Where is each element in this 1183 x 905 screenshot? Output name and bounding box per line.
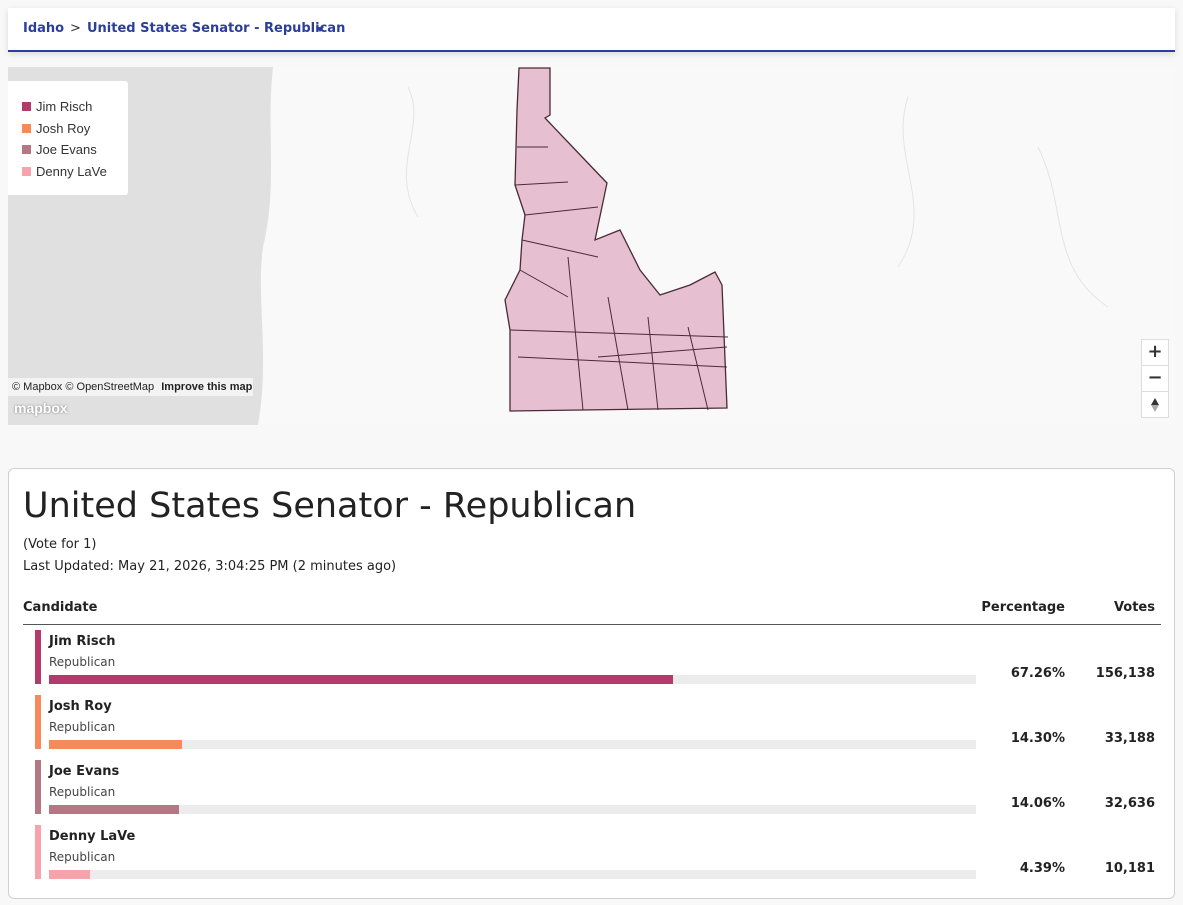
legend: Jim Risch Josh Roy Joe Evans Denny LaVe [8,81,128,195]
percentage-bar [49,870,90,879]
improve-link[interactable]: Improve this map [161,381,253,393]
percentage-bar [49,675,673,684]
mapbox-logo[interactable]: mapbox [14,400,68,416]
percentage: 4.39% [1019,861,1065,876]
last-updated: Last Updated: May 21, 2026, 3:04:25 PM (… [23,559,397,574]
attribution: © Mapbox © OpenStreetMap Improve this ma… [8,378,253,396]
candidate-stripe [35,825,41,879]
candidate-party: Republican [49,720,116,734]
candidate-name: Josh Roy [49,699,112,714]
bar-track [49,870,976,879]
votes: 10,181 [1104,861,1155,876]
candidate-stripe [35,760,41,814]
breadcrumb-bar: Idaho > United States Senator - Republic… [8,8,1175,52]
candidate-party: Republican [49,850,116,864]
legend-item: Josh Roy [22,121,90,136]
legend-swatch [22,166,31,176]
votes: 156,138 [1095,666,1155,681]
candidate-stripe [35,630,41,684]
votes: 33,188 [1104,731,1155,746]
bar-track [49,675,976,684]
results-title: United States Senator - Republican [23,486,637,526]
legend-label: Denny LaVe [36,163,107,179]
legend-label: Josh Roy [36,120,91,136]
county-lines [509,146,729,411]
map-canvas [8,67,1109,425]
bar-track [49,740,976,749]
percentage: 67.26% [1010,666,1065,681]
attribution-text: © Mapbox © OpenStreetMap [12,381,155,393]
candidate-name: Denny LaVe [49,829,136,844]
vote-for: (Vote for 1) [23,537,97,552]
candidate-name: Joe Evans [49,764,120,779]
percentage-bar [49,740,182,749]
column-header: Candidate [23,600,98,615]
zoom-in[interactable]: + [1141,339,1169,366]
zoom-out[interactable]: − [1141,365,1169,392]
compass-icon [1151,398,1159,412]
state-link[interactable]: Idaho [23,21,65,36]
legend-item: Joe Evans [22,142,97,157]
map[interactable]: © Mapbox © OpenStreetMap Improve this ma… [8,67,1175,425]
legend-swatch [22,102,31,111]
dropdown-caret [316,27,324,32]
percentage-bar [49,805,180,814]
river [405,86,1109,308]
contest-dropdown[interactable]: United States Senator - Republican [87,21,346,36]
legend-label: Jim Risch [36,99,93,114]
candidate-party: Republican [49,655,116,669]
percentage: 14.06% [1010,796,1065,811]
bar-track [49,805,976,814]
separator: > [70,21,81,36]
compass[interactable] [1141,391,1169,418]
column-header: Votes [1113,600,1155,615]
legend-item: Jim Risch [22,99,92,114]
candidate-stripe [35,695,41,749]
legend-label: Joe Evans [36,142,97,157]
legend-swatch [22,123,31,133]
percentage: 14.30% [1010,731,1065,746]
candidate-party: Republican [49,785,116,799]
idaho [504,67,728,412]
candidate-name: Jim Risch [49,634,116,649]
legend-item: Denny LaVe [22,164,107,179]
legend-swatch [22,145,31,154]
header-rule [23,624,1161,625]
votes: 32,636 [1104,796,1155,811]
column-header: Percentage [981,600,1065,615]
